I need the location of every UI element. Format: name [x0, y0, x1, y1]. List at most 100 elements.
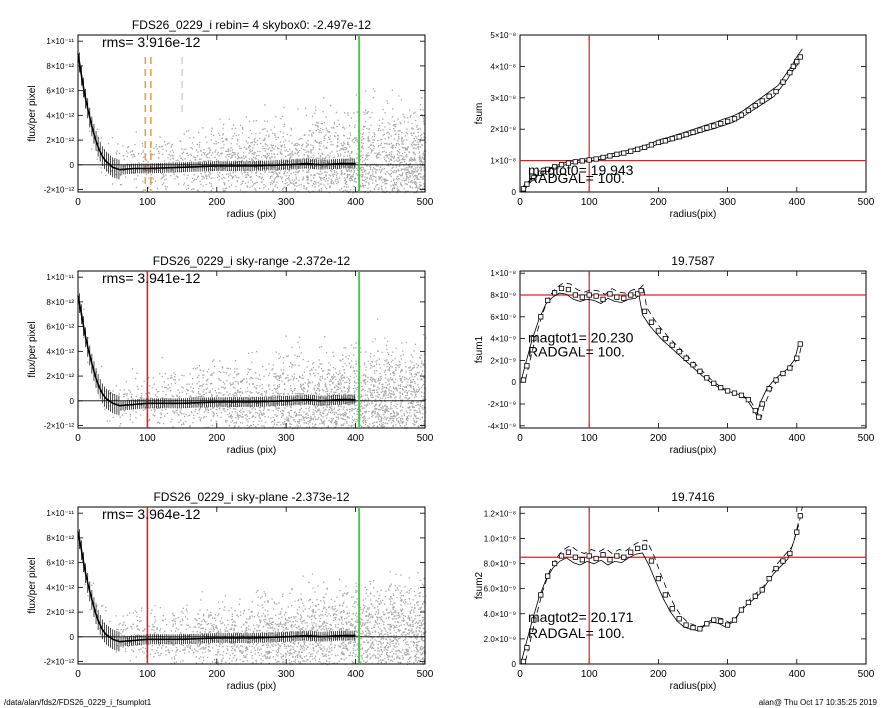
profile2-pixel-point — [379, 403, 381, 405]
profile1-pixel-point — [421, 97, 423, 99]
profile2-pixel-point — [315, 418, 317, 420]
profile2-pixel-point — [219, 360, 221, 362]
profile1-pixel-point — [413, 153, 415, 155]
profile1-pixel-point — [352, 175, 354, 177]
profile1-pixel-point — [419, 138, 421, 141]
profile2-pixel-point — [337, 409, 339, 411]
profile1-pixel-point — [337, 134, 339, 137]
profile2-pixel-point — [278, 379, 280, 381]
profile2-pixel-point — [237, 391, 239, 393]
profile1-pixel-point — [235, 176, 238, 178]
profile2-pixel-point — [376, 408, 378, 410]
profile2-pixel-point — [392, 393, 394, 395]
profile2-pixel-point — [289, 385, 292, 387]
profile2-pixel-point — [402, 421, 404, 423]
profile1-pixel-point — [335, 174, 338, 176]
profile2-pixel-point — [385, 344, 387, 346]
profile2-pixel-point — [325, 414, 327, 417]
profile2-pixel-point — [159, 416, 162, 419]
profile2-pixel-point — [295, 414, 298, 416]
profile2-pixel-point — [404, 396, 406, 399]
profile1-pixel-point — [347, 112, 349, 114]
profile2-pixel-point — [386, 359, 388, 361]
profile1-pixel-point — [317, 128, 319, 130]
profile1-pixel-point — [294, 185, 296, 187]
profile1-pixel-point — [312, 182, 315, 185]
profile2-pixel-point — [176, 409, 179, 411]
profile1-pixel-point — [306, 179, 308, 181]
profile2-pixel-point — [360, 351, 362, 353]
profile1-pixel-point — [404, 167, 406, 169]
profile1-pixel-point — [269, 184, 272, 186]
profile2-pixel-point — [382, 393, 385, 396]
profile2-pixel-point — [119, 425, 121, 427]
profile2-pixel-point — [371, 411, 373, 413]
profile2-pixel-point — [400, 377, 402, 379]
profile2-pixel-point — [329, 401, 331, 404]
profile1-pixel-point — [346, 183, 348, 186]
profile2-pixel-point — [393, 415, 396, 418]
profile1-pixel-point — [320, 177, 322, 179]
profile1-pixel-point — [357, 148, 359, 150]
profile1-pixel-point — [351, 179, 353, 181]
profile2-pixel-point — [298, 364, 300, 367]
profile1-pixel-point — [216, 158, 218, 161]
profile2-pixel-point — [143, 380, 145, 382]
profile1-pixel-point — [231, 151, 234, 153]
profile1-pixel-point — [265, 157, 267, 159]
profile2-pixel-point — [278, 407, 281, 409]
profile1-pixel-point — [371, 112, 373, 114]
profile2-pixel-point — [328, 406, 331, 408]
profile1-pixel-point — [383, 150, 385, 152]
profile2-pixel-point — [232, 420, 234, 422]
profile2-pixel-point — [283, 383, 285, 385]
profile2-pixel-point — [387, 410, 390, 412]
profile1-pixel-point — [340, 187, 343, 190]
profile1-pixel-point — [255, 158, 257, 160]
profile2-y-tick-label: 2×10⁻¹² — [46, 372, 74, 381]
profile2-pixel-point — [229, 405, 232, 407]
profile2-pixel-point — [422, 334, 425, 336]
fsum-radgal-text: RADGAL= 100. — [528, 170, 625, 186]
profile1-pixel-point — [372, 97, 375, 99]
profile2-y-tick-label: 6×10⁻¹² — [46, 323, 74, 332]
profile1-pixel-point — [177, 159, 179, 161]
profile2-pixel-point — [325, 409, 327, 411]
profile2-pixel-point — [251, 416, 253, 418]
profile1-pixel-point — [208, 147, 210, 150]
profile1-pixel-point — [360, 176, 362, 178]
profile2-pixel-point — [373, 410, 375, 412]
profile1-pixel-point — [377, 184, 379, 186]
profile2-pixel-point — [362, 388, 364, 390]
profile1-pixel-point — [378, 169, 380, 171]
profile2-pixel-point — [319, 376, 321, 378]
profile1-pixel-point — [219, 134, 221, 137]
profile2-pixel-point — [330, 422, 333, 424]
profile1-pixel-point — [352, 191, 354, 194]
profile1-pixel-point — [361, 146, 364, 148]
profile2-pixel-point — [235, 360, 237, 362]
profile2-pixel-point — [320, 395, 322, 397]
profile1-pixel-point — [268, 152, 270, 155]
profile2-pixel-point — [378, 388, 380, 390]
profile2-pixel-point — [412, 405, 414, 407]
profile1-pixel-point — [318, 176, 321, 178]
profile2-pixel-point — [353, 392, 356, 394]
profile2-pixel-point — [246, 397, 248, 399]
profile2-pixel-point — [366, 403, 368, 405]
profile1-pixel-point — [346, 170, 348, 172]
profile1-y-tick-label: 1×10⁻¹¹ — [46, 37, 74, 46]
profile1-pixel-point — [381, 151, 384, 153]
fsum-data-point — [593, 156, 599, 162]
profile2-pixel-point — [405, 371, 407, 373]
profile1-pixel-point — [279, 169, 282, 172]
profile1-pixel-point — [421, 190, 423, 192]
profile2-pixel-point — [409, 360, 412, 362]
profile2-pixel-point — [205, 392, 207, 394]
profile1-pixel-point — [272, 144, 275, 146]
profile1-pixel-point — [257, 167, 259, 169]
profile2-pixel-point — [174, 373, 177, 375]
profile2-pixel-point — [359, 409, 362, 411]
profile1-pixel-point — [345, 181, 347, 184]
profile1-pixel-point — [415, 177, 417, 179]
